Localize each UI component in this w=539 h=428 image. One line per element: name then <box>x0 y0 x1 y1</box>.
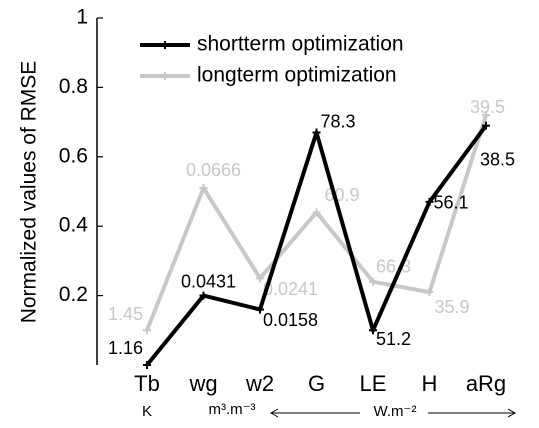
y-tick-label: 1 <box>76 6 88 29</box>
point-marker <box>256 274 264 283</box>
point-marker <box>425 197 434 206</box>
rmse-label: 56.1 <box>434 193 469 213</box>
rmse-label: 0.0241 <box>263 279 318 299</box>
rmse-label: 38.5 <box>480 149 515 169</box>
unit-label: W.m⁻² <box>374 403 417 420</box>
unit-label: K <box>142 403 152 420</box>
x-tick-label: Tb <box>134 371 160 396</box>
legend-label: shortterm optimization <box>197 33 404 56</box>
rmse-label: 35.9 <box>435 297 470 317</box>
point-marker <box>312 208 321 217</box>
legend-marker <box>161 41 169 49</box>
rmse-label: 51.2 <box>376 329 411 349</box>
point-marker <box>425 288 434 297</box>
x-tick-label: wg <box>188 371 217 396</box>
point-marker <box>369 277 377 286</box>
point-marker <box>143 326 151 335</box>
point-marker <box>199 291 208 300</box>
unit-arrow-head <box>269 408 279 418</box>
rmse-label: 78.3 <box>321 111 356 131</box>
rmse-label: 1.45 <box>108 304 143 324</box>
rmse-label: 0.0431 <box>181 271 236 291</box>
y-axis-label: Normalized values of RMSE <box>18 61 41 324</box>
rmse-label: 0.0666 <box>186 160 241 180</box>
point-marker <box>312 128 321 137</box>
x-tick-label: G <box>308 371 325 396</box>
point-marker <box>369 326 377 335</box>
rmse-label: 1.16 <box>108 338 143 358</box>
point-marker <box>143 361 151 369</box>
unit-arrow-head <box>507 408 517 418</box>
point-marker <box>482 121 490 130</box>
x-tick-label: w2 <box>245 371 274 396</box>
y-tick-label: 0.6 <box>59 144 88 167</box>
legend-marker <box>161 72 169 80</box>
rmse-label: 0.0158 <box>263 310 318 330</box>
legend-label: longterm optimization <box>197 64 397 87</box>
point-marker <box>482 111 490 120</box>
y-tick-label: 0.8 <box>59 75 88 98</box>
x-tick-label: aRg <box>466 371 506 396</box>
x-tick-label: LE <box>360 371 387 396</box>
point-marker <box>199 184 208 193</box>
rmse-label: 39.5 <box>470 97 505 117</box>
x-tick-label: H <box>422 371 438 396</box>
point-marker <box>256 305 264 314</box>
y-tick-label: 0.2 <box>59 283 88 306</box>
rmse-label: 60.9 <box>325 185 360 205</box>
y-tick-label: 0.4 <box>59 214 89 237</box>
unit-label: m³.m⁻³ <box>208 401 255 418</box>
